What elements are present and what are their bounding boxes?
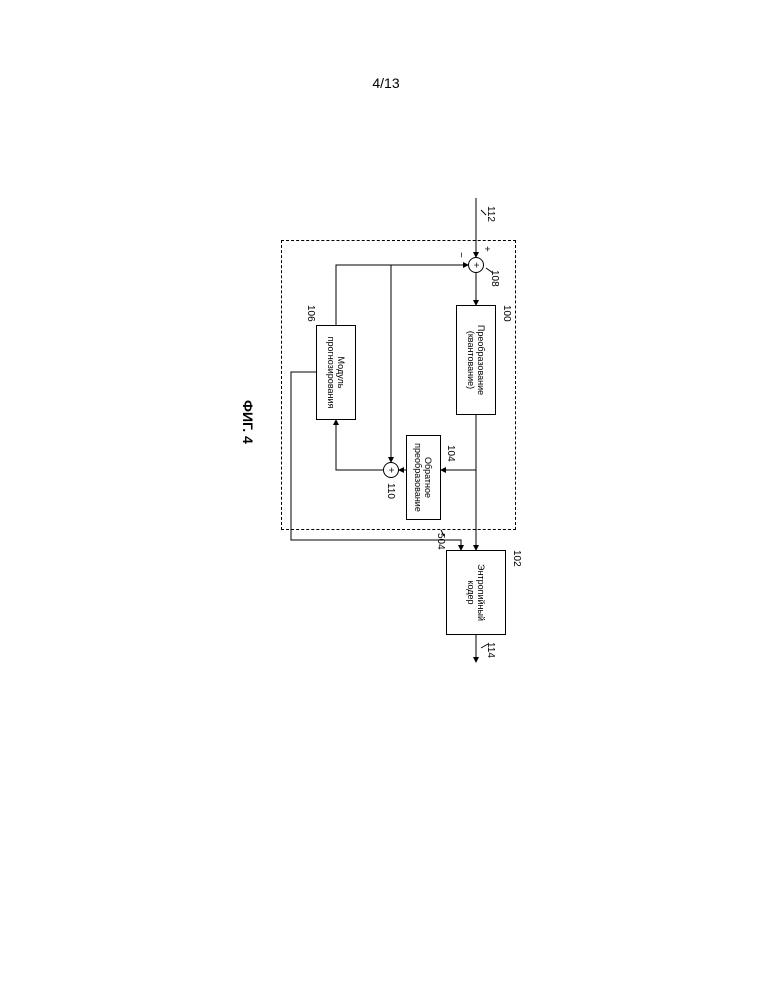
arrows-svg — [236, 210, 536, 650]
figure-caption: ФИГ. 4 — [240, 400, 256, 444]
diagram: Преобразование (квантование) Обратное пр… — [236, 210, 536, 650]
page-number: 4/13 — [372, 75, 399, 91]
